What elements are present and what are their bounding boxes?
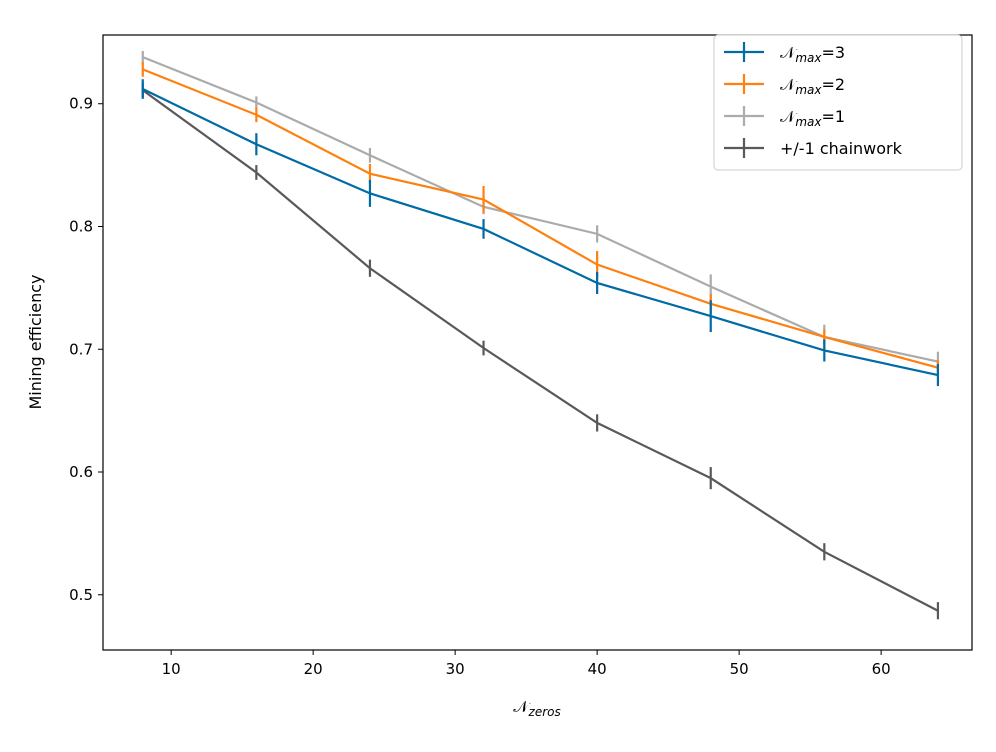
y-tick-label: 0.9 [69, 95, 93, 113]
y-tick-label: 0.8 [69, 217, 93, 235]
legend-label: +/-1 chainwork [780, 139, 903, 158]
y-axis-ticks: 0.5 0.6 0.7 0.8 0.9 [69, 95, 103, 604]
legend-item: 𝒩max=3 [724, 42, 845, 65]
x-axis-label: 𝒩zeros [513, 697, 561, 719]
y-axis-label: Mining efficiency [26, 274, 45, 409]
legend-label: 𝒩max=1 [780, 107, 845, 129]
legend-item: +/-1 chainwork [724, 138, 903, 158]
x-axis-ticks: 10 20 30 40 50 60 [162, 650, 891, 678]
legend-item: 𝒩max=1 [724, 106, 845, 129]
y-tick-label: 0.7 [69, 340, 93, 358]
series-line [142, 68, 939, 369]
x-tick-label: 50 [730, 660, 749, 678]
series-3 [141, 82, 940, 620]
y-tick-label: 0.6 [69, 463, 93, 481]
x-tick-label: 10 [162, 660, 181, 678]
series-0 [141, 79, 940, 387]
plot-frame [102, 34, 973, 651]
legend-item: 𝒩max=2 [724, 74, 845, 97]
x-tick-label: 40 [588, 660, 607, 678]
legend-label: 𝒩max=3 [780, 43, 845, 65]
legend-label: 𝒩max=2 [780, 75, 845, 97]
series-line [142, 88, 939, 377]
legend: 𝒩max=3 𝒩max=2 𝒩max=1 +/-1 chainwork [713, 34, 963, 171]
series-line [142, 56, 939, 363]
x-tick-label: 30 [446, 660, 465, 678]
series-layer [141, 50, 940, 620]
x-tick-label: 20 [304, 660, 323, 678]
series-line [142, 89, 939, 612]
y-tick-label: 0.5 [69, 586, 93, 604]
legend-box [713, 34, 963, 171]
x-tick-label: 60 [872, 660, 891, 678]
